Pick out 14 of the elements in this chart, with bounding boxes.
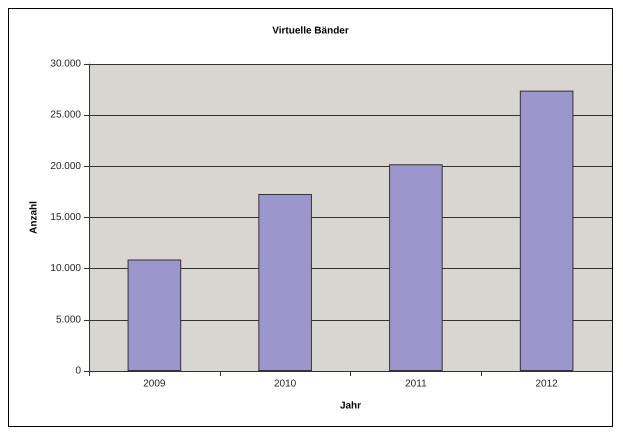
y-tick-label: 25.000 [50, 110, 82, 121]
y-tick-label: 5.000 [56, 314, 82, 326]
chart-title: Virtuelle Bänder [272, 26, 349, 36]
x-axis-title: Jahr [340, 400, 362, 412]
y-tick-label: 20.000 [50, 160, 82, 172]
x-tick-label: 2010 [274, 378, 297, 390]
x-tick-label: 2012 [536, 378, 558, 390]
x-tick-label: 2011 [405, 378, 428, 390]
y-tick-label: 15.000 [50, 212, 82, 223]
x-tick-label: 2009 [143, 378, 166, 390]
y-tick-label: 10.000 [50, 263, 82, 274]
y-tick-label: 30.000 [50, 58, 82, 70]
y-tick-label: 0 [75, 366, 82, 376]
y-axis-title: Anzahl [28, 200, 40, 234]
